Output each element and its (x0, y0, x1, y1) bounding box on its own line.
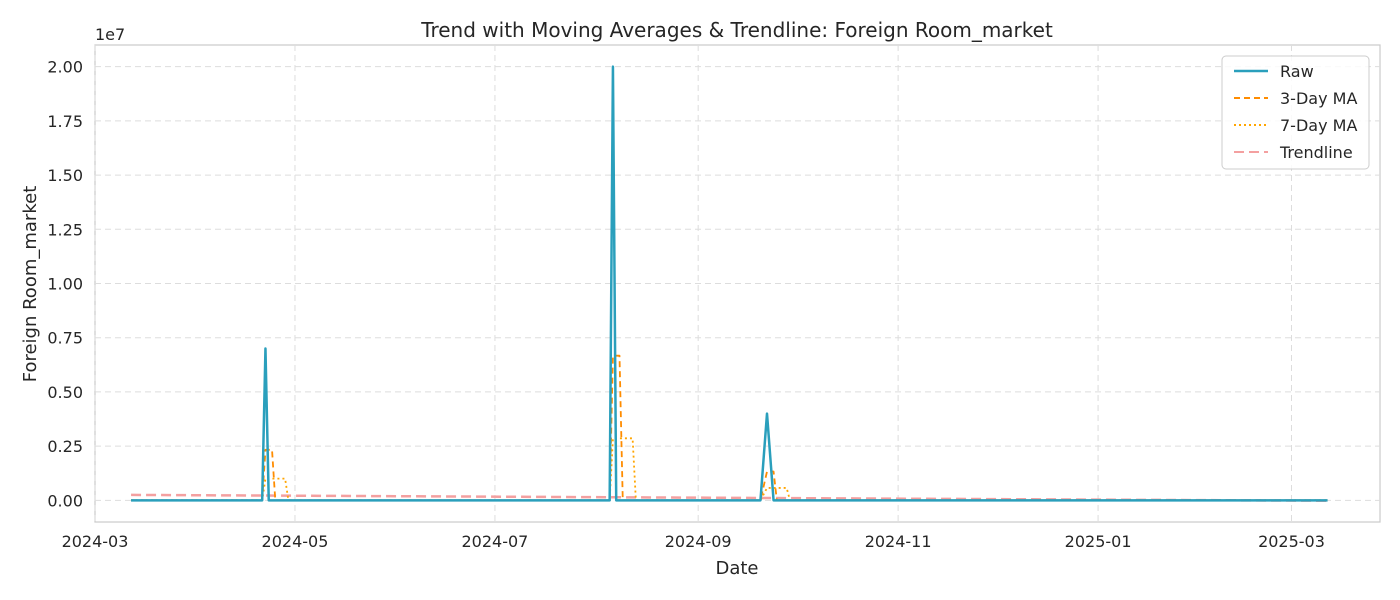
y-tick-label: 1.75 (47, 112, 83, 131)
y-tick-label: 1.25 (47, 220, 83, 239)
x-tick-label: 2024-09 (665, 532, 732, 551)
x-tick-label: 2025-03 (1258, 532, 1325, 551)
series-layer (131, 65, 1328, 502)
x-tick-label: 2024-07 (461, 532, 528, 551)
y-tick-label: 0.00 (47, 491, 83, 510)
y-tick-label: 0.50 (47, 383, 83, 402)
y-ticks: 0.00 0.25 0.50 0.75 1.00 1.25 1.50 1.75 2.00 (47, 58, 83, 511)
series-line-raw (131, 65, 1328, 502)
legend-label: 7-Day MA (1280, 116, 1357, 135)
legend-label: 3-Day MA (1280, 89, 1357, 108)
y-tick-label: 0.25 (47, 437, 83, 456)
x-tick-label: 2024-05 (262, 532, 329, 551)
y-tick-label: 0.75 (47, 329, 83, 348)
legend-label: Trendline (1279, 143, 1353, 162)
y-tick-label: 1.00 (47, 275, 83, 294)
y-axis-label: Foreign Room_market (20, 186, 41, 383)
chart-title: Trend with Moving Averages & Trendline: … (420, 18, 1053, 42)
x-tick-label: 2024-03 (62, 532, 129, 551)
y-offset-label: 1e7 (95, 25, 125, 44)
legend: Raw 3-Day MA 7-Day MA Trendline (1221, 55, 1370, 170)
x-axis-label: Date (715, 558, 758, 579)
legend-label: Raw (1280, 62, 1314, 81)
x-tick-label: 2025-01 (1065, 532, 1132, 551)
x-ticks: 2024-03 2024-05 2024-07 2024-09 2024-11 2025-… (62, 532, 1325, 551)
legend-box (1221, 55, 1370, 170)
x-tick-label: 2024-11 (865, 532, 932, 551)
y-tick-label: 1.50 (47, 166, 83, 185)
y-tick-label: 2.00 (47, 58, 83, 77)
